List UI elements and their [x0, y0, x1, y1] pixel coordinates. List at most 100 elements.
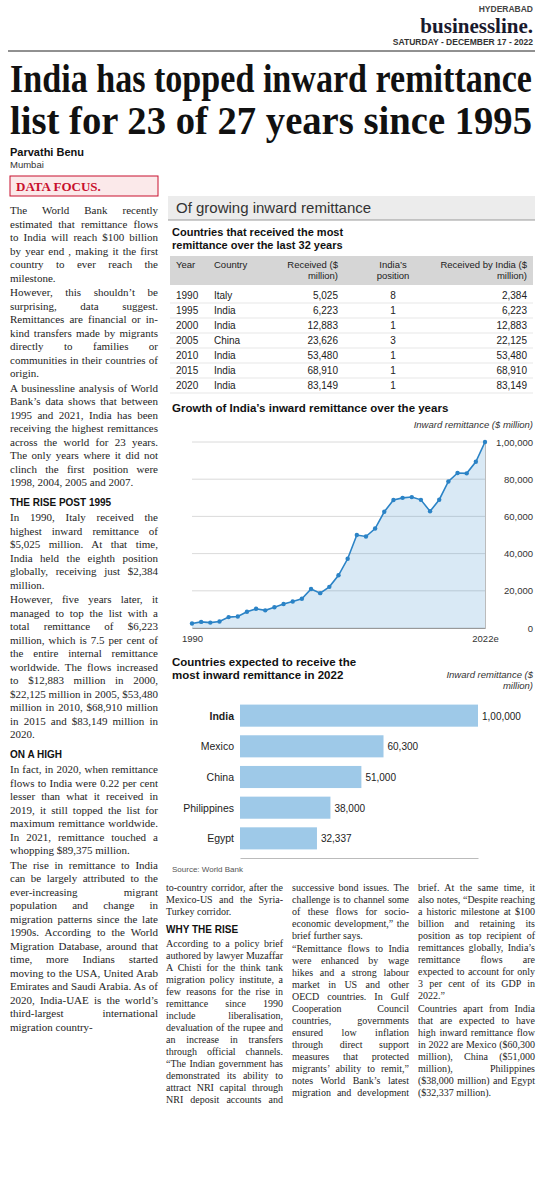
title-band	[168, 196, 535, 220]
table-cell: 1	[390, 320, 396, 331]
row-rule	[170, 378, 533, 379]
row-rule	[170, 333, 533, 334]
plot-marks	[240, 705, 478, 850]
marker	[281, 602, 285, 606]
marker	[199, 620, 203, 624]
marker	[373, 526, 377, 530]
column-header: Received ($million)	[287, 259, 338, 281]
table-cell: 8	[390, 290, 396, 301]
marker	[327, 585, 331, 589]
grid-line	[192, 479, 485, 480]
category-label: China	[207, 771, 235, 783]
text-line: Inward remittance ($	[446, 669, 533, 680]
section-heading: WHY THE RISE	[166, 924, 283, 936]
marker	[446, 479, 450, 483]
category-label: Philippines	[183, 802, 234, 814]
table-title: Countries that received the mostremittan…	[172, 226, 343, 251]
left-column: The World Bank recently estimated that r…	[10, 204, 158, 1035]
marker	[483, 440, 487, 444]
row-rule	[170, 363, 533, 364]
text-line: Country	[214, 259, 248, 270]
text-line: million)	[308, 270, 338, 281]
tick-label: 40,000	[504, 548, 533, 559]
category-label: India	[209, 710, 234, 722]
column-header: Received by India ($million)	[440, 259, 527, 281]
table-cell: India	[214, 320, 236, 331]
line-chart: Growth of India’s inward remittance over…	[172, 402, 533, 644]
edition: HYDERABAD	[479, 4, 533, 14]
paragraph: In fact, in 2020, when remittance flows …	[10, 763, 158, 858]
paragraph: to-country corridor, after the Mexico-US…	[166, 882, 283, 918]
text-line: remittance over the last 32 years	[172, 239, 343, 251]
paragraph: The rise in remittance to India can be l…	[10, 859, 158, 1035]
paragraph: A businessline analysis of World Bank’s …	[10, 382, 158, 490]
tick: 1,00,000	[485, 437, 533, 448]
table-cell: 2,384	[502, 290, 527, 301]
headline-line: India has topped inward remittance	[10, 56, 532, 101]
source: Source: World Bank	[172, 865, 244, 874]
x-axis: 19902022e	[182, 628, 499, 644]
row-rule	[170, 318, 533, 319]
axis-line	[193, 628, 486, 629]
text-line: most inward remittance in 2022	[172, 669, 343, 681]
tick-label: 80,000	[504, 474, 533, 485]
text-line: Growth of India’s inward remittance over…	[172, 402, 448, 414]
table-cell: 12,883	[307, 320, 338, 331]
marker	[318, 591, 322, 595]
table-cell: 1	[390, 365, 396, 376]
tick: 40,000	[485, 548, 533, 559]
table-cell: China	[214, 335, 241, 346]
table-cell: 83,149	[496, 380, 527, 391]
table-cell: 2010	[176, 350, 199, 361]
bar	[240, 705, 478, 727]
section-heading: THE RISE POST 1995	[10, 496, 158, 510]
marker	[245, 609, 249, 613]
data-label: 32,337	[321, 833, 352, 844]
text-line: Inward remittance ($ million)	[414, 419, 533, 430]
table-cell: 2005	[176, 335, 199, 346]
author: Parvathi Benu	[10, 146, 84, 158]
bottom-columns: to-country corridor, after the Mexico-US…	[166, 882, 535, 1106]
marker	[309, 587, 313, 591]
text-line: position	[377, 270, 410, 281]
marker	[291, 599, 295, 603]
masthead: HYDERABADbusinessline.SATURDAY - DECEMBE…	[8, 4, 535, 51]
table-cell: 1	[390, 350, 396, 361]
table-cell: 23,626	[307, 335, 338, 346]
tick-label: 1,00,000	[496, 437, 533, 448]
table-cell: 6,223	[502, 305, 527, 316]
axis-line	[241, 858, 479, 859]
paragraph: In 1990, Italy received the highest inwa…	[10, 511, 158, 592]
headline-line: list for 23 of 27 years since 1995	[10, 98, 532, 143]
section-heading: ON A HIGH	[10, 748, 158, 762]
table-cell: India	[214, 380, 236, 391]
graphic: Of growing inward remittanceCountries th…	[168, 196, 535, 874]
paragraph: However, five years later, it managed to…	[10, 593, 158, 742]
table-cell: 68,910	[307, 365, 338, 376]
table-cell: 2015	[176, 365, 199, 376]
marker	[355, 533, 359, 537]
table-cell: 2020	[176, 380, 199, 391]
plot-marks	[190, 440, 487, 628]
marker	[428, 509, 432, 513]
marker	[217, 619, 221, 623]
marker	[263, 608, 267, 612]
marker	[226, 615, 230, 619]
marker	[474, 460, 478, 464]
y-axis: 020,00040,00060,00080,0001,00,000	[485, 437, 533, 634]
paragraph: Countries apart from India that are expe…	[418, 1003, 535, 1099]
column-header: India’sposition	[377, 259, 410, 281]
axis-title: Inward remittance ($ million)	[414, 419, 533, 430]
tick-label: 60,000	[504, 511, 533, 522]
tick-label: 0	[528, 623, 533, 634]
table-cell: 22,125	[496, 335, 527, 346]
marker	[455, 471, 459, 475]
rule	[8, 51, 535, 52]
marker	[190, 621, 194, 625]
text-line: Received ($	[287, 259, 338, 270]
marker	[437, 498, 441, 502]
table-cell: 3	[390, 335, 396, 346]
marker	[382, 510, 386, 514]
data-label: 51,000	[365, 772, 396, 783]
marker	[272, 605, 276, 609]
